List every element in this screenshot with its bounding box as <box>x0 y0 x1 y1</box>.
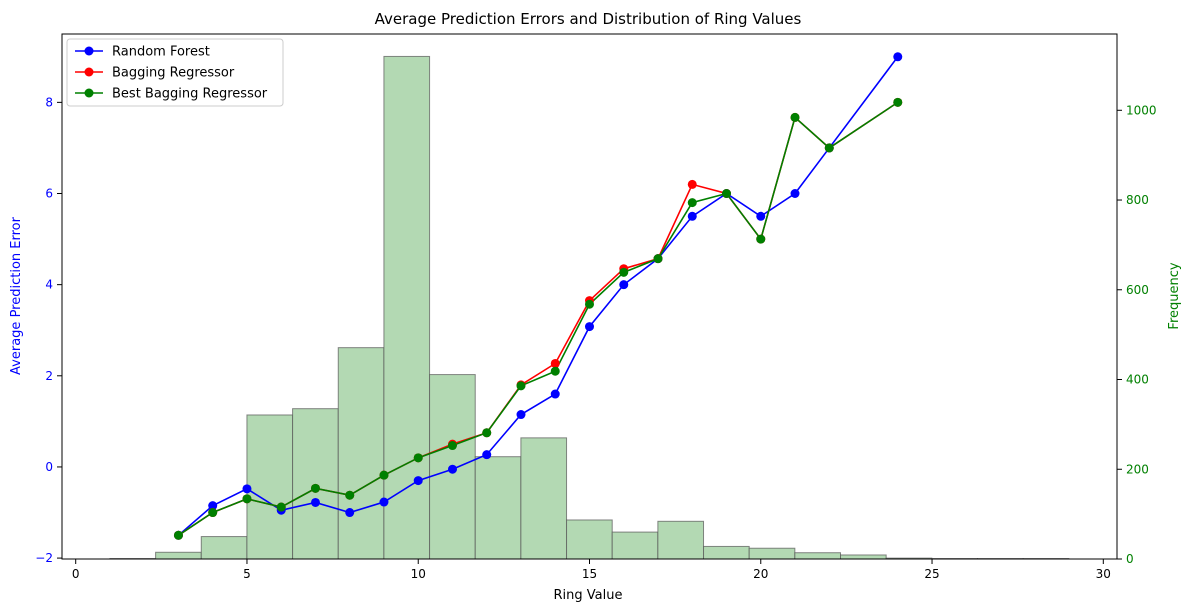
series-point-1 <box>619 280 628 289</box>
series-point-3 <box>448 441 457 450</box>
chart-title: Average Prediction Errors and Distributi… <box>375 10 802 28</box>
x-tick-label: 20 <box>753 567 768 581</box>
series-point-3 <box>414 453 423 462</box>
y2-tick-label: 600 <box>1126 283 1149 297</box>
series-point-3 <box>825 143 834 152</box>
series-point-1 <box>516 410 525 419</box>
series-point-1 <box>756 212 765 221</box>
series-point-3 <box>482 428 491 437</box>
y-tick-label: 4 <box>45 278 53 292</box>
y-axis-ticks-right: 0 200 400 600 800 1000 <box>1117 103 1157 566</box>
series-point-3 <box>756 235 765 244</box>
series-point-1 <box>585 322 594 331</box>
y-tick-label: 0 <box>45 460 53 474</box>
y-tick-label: 6 <box>45 187 53 201</box>
y2-tick-label: 400 <box>1126 373 1149 387</box>
series-point-3 <box>242 494 251 503</box>
series-point-1 <box>242 484 251 493</box>
y2-tick-label: 200 <box>1126 462 1149 476</box>
series-point-1 <box>448 465 457 474</box>
x-tick-label: 15 <box>582 567 597 581</box>
legend-swatch-marker <box>85 89 94 98</box>
series-point-3 <box>688 198 697 207</box>
series-point-3 <box>345 491 354 500</box>
histogram-bar <box>338 348 384 559</box>
series-point-3 <box>174 531 183 540</box>
series-point-3 <box>311 484 320 493</box>
histogram-bar <box>841 555 887 559</box>
series-point-1 <box>345 508 354 517</box>
histogram-bar <box>521 438 567 559</box>
y-tick-label: 2 <box>45 369 53 383</box>
histogram-bar <box>704 546 750 559</box>
series-point-1 <box>551 390 560 399</box>
series-point-3 <box>893 98 902 107</box>
y2-tick-label: 800 <box>1126 193 1149 207</box>
histogram-bar <box>247 415 293 559</box>
x-tick-label: 30 <box>1096 567 1111 581</box>
series-point-1 <box>893 52 902 61</box>
series-point-1 <box>379 498 388 507</box>
legend-swatch-marker <box>85 68 94 77</box>
series-point-3 <box>619 268 628 277</box>
histogram-bar <box>384 56 430 559</box>
y2-tick-label: 0 <box>1126 552 1134 566</box>
histogram-bar <box>749 548 795 559</box>
series-point-1 <box>482 450 491 459</box>
series-point-1 <box>414 476 423 485</box>
x-tick-label: 25 <box>924 567 939 581</box>
histogram-bar <box>201 537 247 559</box>
series-point-3 <box>654 254 663 263</box>
histogram-bar <box>658 521 704 559</box>
series-point-3 <box>516 381 525 390</box>
series-point-1 <box>688 212 697 221</box>
y-axis-ticks-left: −2 0 2 4 6 8 <box>35 95 62 565</box>
histogram-bar <box>612 532 658 559</box>
histogram-bar <box>156 552 202 559</box>
series-point-2 <box>551 359 560 368</box>
y-axis-label-right: Frequency <box>1167 262 1182 329</box>
y-axis-label-left: Average Prediction Error <box>9 216 24 375</box>
series-point-3 <box>585 300 594 309</box>
series-point-3 <box>379 471 388 480</box>
series-point-3 <box>208 508 217 517</box>
series-point-3 <box>551 367 560 376</box>
histogram-bar <box>475 457 521 559</box>
x-tick-label: 5 <box>243 567 251 581</box>
histogram-bar <box>293 409 339 559</box>
series-point-3 <box>277 503 286 512</box>
x-axis-label: Ring Value <box>554 588 623 603</box>
legend-label: Best Bagging Regressor <box>112 87 268 102</box>
histogram-bar <box>795 553 841 559</box>
series-point-1 <box>311 498 320 507</box>
series-point-3 <box>791 113 800 122</box>
y-tick-label: −2 <box>35 551 53 565</box>
legend: Random Forest Bagging Regressor Best Baggi… <box>67 39 283 106</box>
legend-swatch-marker <box>85 47 94 56</box>
y2-tick-label: 1000 <box>1126 103 1157 117</box>
series-point-1 <box>791 189 800 198</box>
legend-label: Random Forest <box>112 45 210 60</box>
y-tick-label: 8 <box>45 95 53 109</box>
x-tick-label: 0 <box>72 567 80 581</box>
series-point-2 <box>688 180 697 189</box>
x-tick-label: 10 <box>411 567 426 581</box>
x-axis-ticks: 0 5 10 15 20 25 30 <box>72 559 1111 581</box>
series-point-3 <box>722 189 731 198</box>
legend-label: Bagging Regressor <box>112 66 235 81</box>
histogram-bar <box>567 520 613 559</box>
